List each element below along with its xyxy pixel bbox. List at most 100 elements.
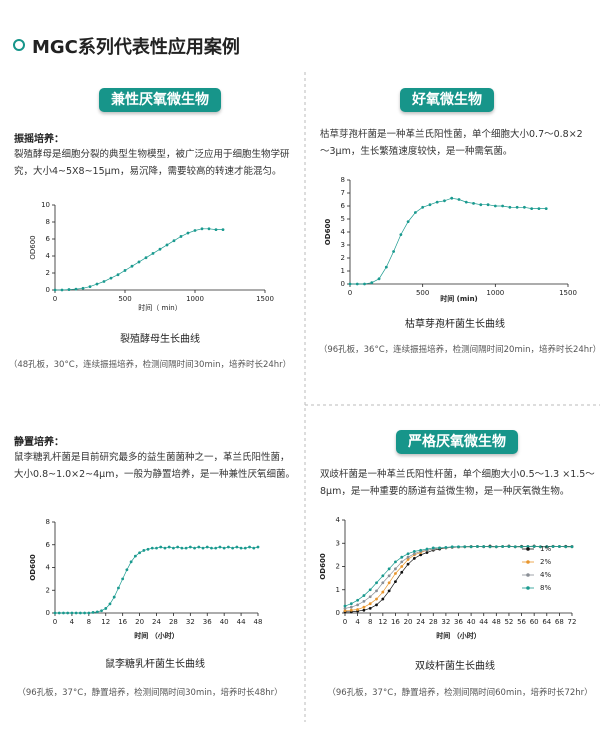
data-point [551, 545, 555, 548]
series-line [345, 545, 573, 613]
data-point [399, 233, 403, 237]
data-point [368, 602, 372, 606]
y-tick-label: 8 [341, 176, 345, 184]
x-tick-label: 64 [542, 618, 551, 626]
x-tick-label: 0 [53, 295, 57, 303]
data-point [425, 547, 429, 551]
data-point [539, 545, 542, 549]
x-tick-label: 8 [368, 618, 372, 626]
data-point [394, 560, 397, 564]
y-axis-label: OD600 [29, 554, 37, 581]
data-point [394, 567, 397, 571]
data-point [457, 198, 461, 201]
data-point [343, 609, 347, 613]
data-point [176, 545, 180, 549]
x-tick-label: 20 [135, 618, 144, 626]
data-point [406, 220, 410, 224]
data-point [419, 553, 423, 557]
data-point [180, 546, 184, 550]
data-point [172, 239, 176, 243]
x-tick-label: 48 [254, 618, 263, 626]
y-tick-label: 4 [341, 228, 346, 236]
subheading: 振摇培养： [14, 134, 64, 145]
data-point [356, 608, 360, 611]
data-point [201, 546, 205, 550]
x-tick-label: 32 [441, 618, 450, 626]
data-point [163, 546, 167, 550]
data-point [362, 605, 366, 609]
y-tick-label: 10 [41, 201, 50, 209]
series-line [344, 546, 572, 609]
x-tick-label: 500 [118, 295, 131, 303]
data-point [165, 243, 169, 247]
data-point [231, 546, 235, 550]
data-point [412, 556, 416, 560]
data-point [108, 602, 112, 606]
data-point [515, 205, 519, 209]
data-point [172, 546, 175, 550]
data-point [381, 597, 385, 601]
data-point [221, 228, 225, 232]
data-point [544, 207, 548, 211]
data-point [95, 610, 99, 614]
data-point [205, 545, 209, 549]
data-point [557, 545, 561, 548]
badge: 严格厌氧微生物 [396, 430, 518, 454]
data-point [392, 250, 395, 253]
data-point [144, 256, 148, 260]
data-point [476, 545, 479, 548]
data-point [406, 552, 410, 556]
data-point [104, 607, 108, 610]
data-point [130, 264, 134, 268]
data-point [151, 252, 155, 255]
data-point [74, 611, 78, 615]
y-tick-label: 0 [46, 609, 50, 617]
data-point [53, 611, 57, 615]
data-point [450, 196, 454, 200]
data-point [343, 604, 347, 608]
x-tick-label: 36 [454, 618, 463, 626]
data-point [356, 603, 360, 607]
note: （96孔板，37°C，静置培养，检测间隔时间30min，培养时长48hr） [17, 688, 283, 698]
data-point [123, 269, 127, 272]
data-point [66, 611, 70, 615]
data-point [158, 247, 162, 251]
legend-label: 4% [540, 571, 551, 579]
y-tick-label: 7 [341, 189, 345, 197]
x-tick-label: 1500 [256, 295, 274, 303]
x-tick-label: 24 [152, 618, 161, 626]
data-point [133, 554, 137, 558]
series-line [55, 546, 259, 614]
y-tick-label: 2 [341, 254, 345, 262]
x-tick-label: 16 [118, 618, 127, 626]
legend-marker [526, 560, 530, 564]
x-tick-label: 16 [391, 618, 400, 626]
data-point [520, 545, 523, 549]
x-tick-label: 8 [87, 618, 91, 626]
data-point [419, 548, 423, 552]
data-point [70, 611, 74, 615]
note: （96孔板，37°C，静置培养，检测间隔时间60min，培养时长72hr） [327, 688, 593, 698]
legend-label: 8% [540, 584, 551, 592]
data-point [381, 581, 385, 585]
data-point [537, 207, 541, 211]
x-tick-label: 40 [220, 618, 229, 626]
data-point [83, 611, 87, 615]
data-point [493, 204, 497, 208]
data-point [362, 599, 366, 603]
y-tick-label: 0 [46, 286, 50, 294]
data-point [239, 546, 243, 550]
data-point [400, 570, 404, 574]
data-point [256, 545, 260, 549]
data-point [532, 545, 536, 548]
data-point [188, 545, 192, 549]
data-point [222, 546, 226, 550]
data-point [248, 545, 251, 549]
data-point [356, 598, 360, 602]
y-tick-label: 8 [46, 518, 50, 526]
x-axis-label: 时间（ min） [138, 303, 181, 312]
data-point [501, 545, 505, 548]
x-tick-label: 24 [416, 618, 425, 626]
